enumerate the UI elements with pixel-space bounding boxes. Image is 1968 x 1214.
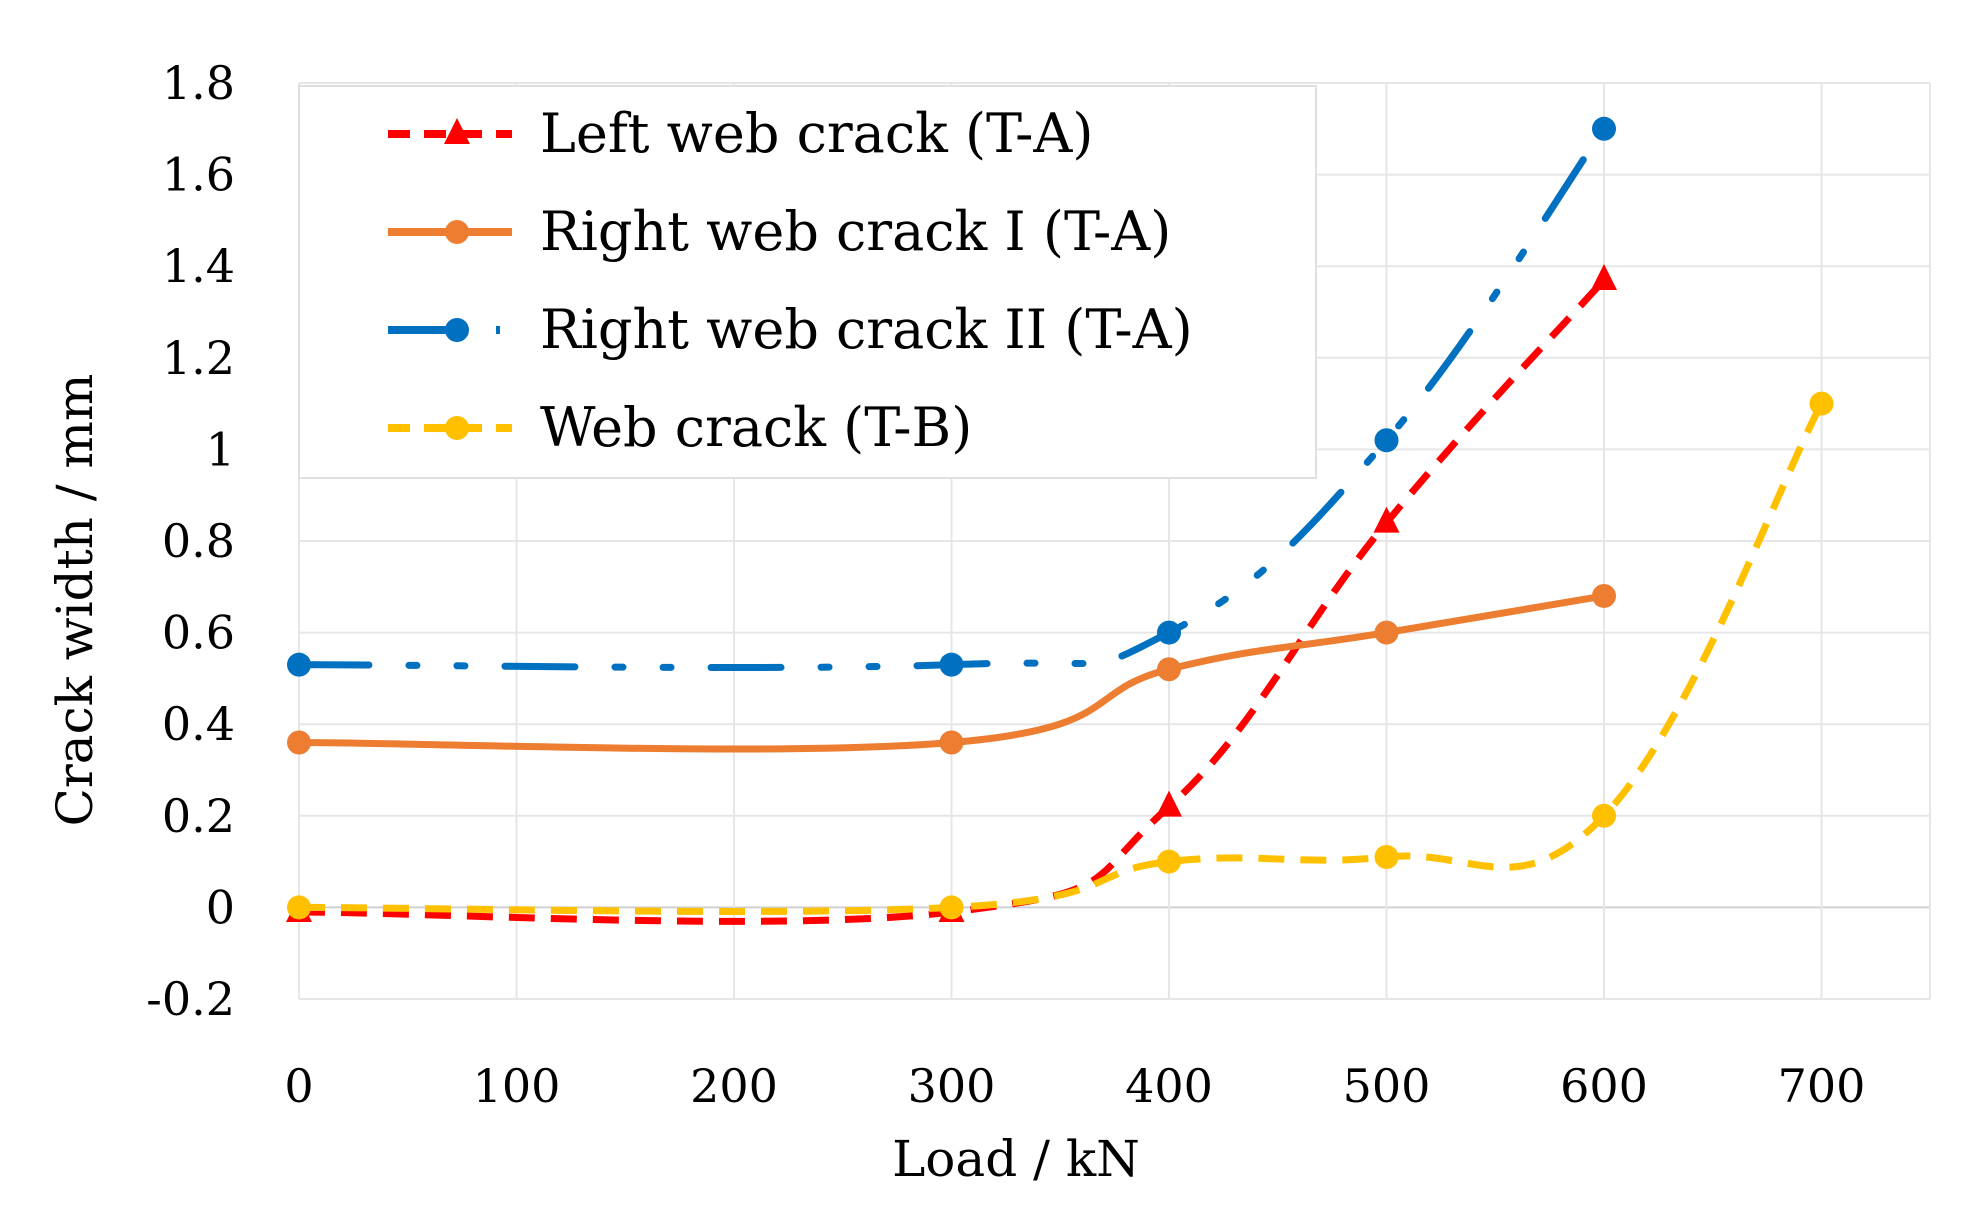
data-point-triangle bbox=[1591, 263, 1617, 290]
y-tick-label: 1.4 bbox=[162, 239, 235, 293]
data-point-circle bbox=[445, 318, 469, 342]
legend: Left web crack (T-A) Right web crack I (T… bbox=[298, 85, 1317, 479]
data-point-circle bbox=[1157, 849, 1181, 874]
y-tick-label: 0.6 bbox=[162, 606, 235, 660]
x-tick-labels: 0 100 200 300 400 500 600 700 bbox=[284, 1059, 1865, 1113]
series-4 bbox=[287, 391, 1834, 920]
x-axis-label: Load / kN bbox=[892, 1130, 1140, 1188]
y-tick-label: 1.2 bbox=[162, 331, 235, 385]
data-point-circle bbox=[1809, 391, 1834, 416]
y-tick-label: -0.2 bbox=[146, 972, 235, 1026]
data-point-circle bbox=[939, 895, 964, 920]
series-line bbox=[298, 401, 1825, 915]
y-axis-label: Crack width / mm bbox=[46, 374, 104, 827]
legend-item: Right web crack II (T-A) bbox=[388, 298, 1193, 361]
series-line bbox=[295, 125, 1608, 672]
legend-item: Web crack (T-B) bbox=[388, 396, 972, 459]
data-point-circle bbox=[939, 652, 964, 677]
y-tick-labels: -0.2 0 0.2 0.4 0.6 0.8 1 1.2 1.4 1.6 1.8 bbox=[146, 56, 235, 1026]
data-point-circle bbox=[939, 730, 964, 755]
y-tick-label: 0.8 bbox=[162, 514, 235, 568]
data-point-circle bbox=[1592, 583, 1616, 608]
series-line bbox=[298, 592, 1605, 753]
x-tick-label: 400 bbox=[1125, 1059, 1213, 1113]
legend-item: Right web crack I (T-A) bbox=[388, 200, 1171, 263]
data-point-circle bbox=[287, 895, 311, 920]
data-point-triangle bbox=[1156, 790, 1182, 817]
y-tick-label: 1.6 bbox=[162, 148, 235, 202]
data-point-circle bbox=[1157, 657, 1181, 682]
data-point-circle bbox=[1374, 428, 1399, 453]
data-point-triangle bbox=[444, 118, 470, 144]
legend-box bbox=[298, 85, 1317, 479]
y-tick-label: 1 bbox=[206, 422, 235, 476]
y-tick-label: 0 bbox=[206, 880, 235, 934]
series-line bbox=[298, 277, 1607, 925]
data-point-circle bbox=[1592, 116, 1616, 141]
x-tick-label: 100 bbox=[473, 1059, 561, 1113]
x-tick-label: 0 bbox=[284, 1059, 313, 1113]
x-tick-label: 700 bbox=[1778, 1059, 1866, 1113]
legend-label: Web crack (T-B) bbox=[540, 396, 972, 459]
series-layer bbox=[286, 116, 1834, 925]
series-2 bbox=[287, 583, 1616, 755]
data-point-triangle bbox=[1373, 506, 1400, 533]
x-tick-label: 300 bbox=[908, 1059, 996, 1113]
data-point-circle bbox=[1374, 845, 1399, 870]
data-point-circle bbox=[1592, 803, 1616, 828]
x-tick-label: 200 bbox=[690, 1059, 778, 1113]
y-tick-label: 1.8 bbox=[162, 56, 235, 110]
legend-item: Left web crack (T-A) bbox=[388, 102, 1093, 165]
data-point-circle bbox=[1157, 620, 1181, 645]
data-point-circle bbox=[1374, 620, 1399, 645]
legend-label: Left web crack (T-A) bbox=[540, 102, 1093, 165]
x-tick-label: 500 bbox=[1343, 1059, 1431, 1113]
x-tick-label: 600 bbox=[1560, 1059, 1648, 1113]
series-3 bbox=[287, 116, 1616, 677]
legend-label: Right web crack II (T-A) bbox=[540, 298, 1193, 361]
legend-label: Right web crack I (T-A) bbox=[540, 200, 1171, 263]
y-tick-label: 0.4 bbox=[162, 697, 235, 751]
data-point-circle bbox=[287, 730, 311, 755]
data-point-circle bbox=[287, 652, 311, 677]
y-tick-label: 0.2 bbox=[162, 789, 235, 843]
data-point-circle bbox=[445, 416, 469, 440]
data-point-circle bbox=[445, 220, 469, 244]
